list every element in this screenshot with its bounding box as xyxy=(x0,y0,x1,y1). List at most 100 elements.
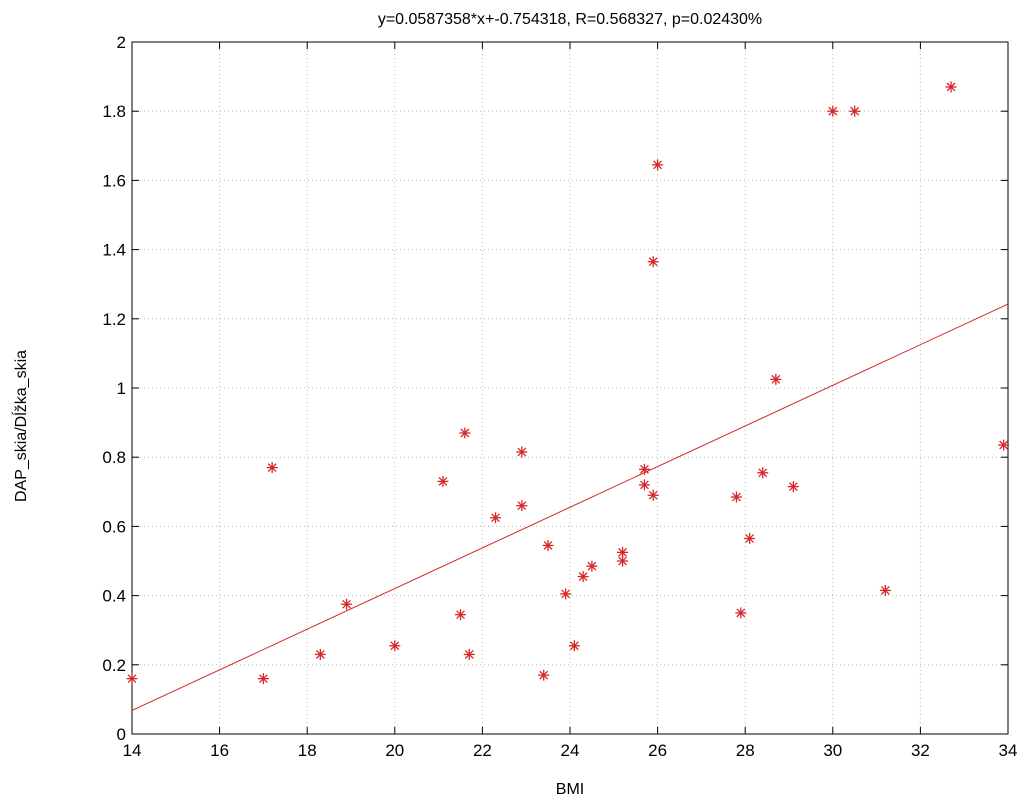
x-tick-label: 22 xyxy=(473,741,492,760)
data-point xyxy=(455,609,466,621)
data-point xyxy=(744,533,756,545)
marker-stroke xyxy=(640,480,649,490)
x-tick-label: 16 xyxy=(210,741,229,760)
marker-stroke xyxy=(653,160,663,170)
data-point xyxy=(998,439,1010,451)
x-tick-label: 18 xyxy=(298,741,317,760)
y-tick-label: 0 xyxy=(117,725,126,744)
marker-stroke xyxy=(850,106,860,116)
data-point xyxy=(879,584,891,596)
data-point xyxy=(638,463,650,475)
data-point xyxy=(516,500,528,512)
data-point xyxy=(257,673,269,685)
marker-stroke xyxy=(999,440,1009,450)
data-point xyxy=(542,539,554,551)
marker-stroke xyxy=(438,477,448,486)
data-point xyxy=(577,571,589,583)
marker-stroke xyxy=(745,534,754,543)
marker-stroke xyxy=(732,492,741,502)
data-point xyxy=(126,673,138,685)
grid-lines xyxy=(132,42,1008,734)
data-point xyxy=(638,479,650,491)
data-point xyxy=(827,105,839,117)
marker-stroke xyxy=(640,464,649,474)
y-tick-label: 1 xyxy=(117,379,126,398)
regression-line xyxy=(131,303,1009,711)
data-point xyxy=(945,81,957,93)
marker-stroke xyxy=(456,610,465,620)
data-point xyxy=(787,481,799,493)
y-tick-label: 1.6 xyxy=(102,171,126,190)
y-tick-label: 1.8 xyxy=(102,102,126,121)
data-point xyxy=(849,105,861,117)
x-tick-label: 30 xyxy=(823,741,842,760)
x-tick-label: 14 xyxy=(123,741,142,760)
x-tick-label: 24 xyxy=(561,741,580,760)
data-point xyxy=(647,256,659,268)
data-point xyxy=(730,491,742,503)
marker-stroke xyxy=(342,599,352,609)
regression-line-group xyxy=(131,303,1009,711)
data-point xyxy=(770,373,782,385)
marker-stroke xyxy=(460,428,470,438)
data-point xyxy=(652,159,664,171)
marker-stroke xyxy=(618,556,627,566)
marker-stroke xyxy=(587,561,597,571)
marker-stroke xyxy=(543,541,553,550)
marker-stroke xyxy=(258,674,268,684)
y-tick-label: 0.4 xyxy=(102,587,126,606)
marker-stroke xyxy=(758,468,768,478)
axis-ticks: 14 16 18 20 22 24 26 28 30 32 34 0 0.2 0.4 0.6 0.8 1 1.2 1… xyxy=(102,33,1017,760)
x-tick-label: 28 xyxy=(736,741,755,760)
marker-stroke xyxy=(788,482,798,492)
chart-title: y=0.0587358*x+-0.754318, R=0.568327, p=0… xyxy=(378,11,762,28)
data-point xyxy=(463,648,475,660)
x-tick-label: 34 xyxy=(999,741,1018,760)
marker-stroke xyxy=(464,650,474,659)
marker-stroke xyxy=(648,257,658,267)
data-point xyxy=(490,512,502,524)
marker-stroke xyxy=(569,641,579,651)
marker-stroke xyxy=(517,501,527,511)
y-tick-label: 0.6 xyxy=(102,517,126,536)
y-tick-label: 0.2 xyxy=(102,656,126,675)
marker-stroke xyxy=(390,641,400,651)
x-axis-label: BMI xyxy=(556,781,584,798)
marker-stroke xyxy=(267,463,277,472)
data-point xyxy=(617,555,629,567)
marker-stroke xyxy=(539,670,549,680)
data-point xyxy=(568,640,580,652)
data-point xyxy=(538,669,550,681)
x-tick-label: 20 xyxy=(385,741,404,760)
marker-stroke xyxy=(127,674,137,684)
data-points xyxy=(126,81,1010,685)
marker-stroke xyxy=(828,106,838,116)
marker-stroke xyxy=(946,82,956,92)
data-point xyxy=(735,607,747,619)
y-tick-label: 1.2 xyxy=(102,310,126,329)
marker-stroke xyxy=(736,608,746,618)
data-point xyxy=(437,475,449,487)
marker-stroke xyxy=(491,513,500,523)
data-point xyxy=(757,467,769,479)
x-tick-label: 32 xyxy=(911,741,930,760)
marker-stroke xyxy=(648,490,658,500)
data-point xyxy=(647,489,659,501)
data-point xyxy=(389,640,401,652)
data-point xyxy=(586,560,598,572)
data-point xyxy=(314,648,326,660)
marker-stroke xyxy=(880,585,890,595)
data-point xyxy=(516,446,528,458)
marker-stroke xyxy=(517,447,527,457)
data-point xyxy=(459,427,471,439)
data-point xyxy=(341,598,353,610)
marker-stroke xyxy=(561,589,571,599)
data-point xyxy=(266,462,278,474)
marker-stroke xyxy=(618,547,627,557)
marker-stroke xyxy=(771,374,781,384)
marker-stroke xyxy=(578,572,588,581)
y-axis-label: DAP_skia/Dĺžka_skia xyxy=(11,350,30,502)
